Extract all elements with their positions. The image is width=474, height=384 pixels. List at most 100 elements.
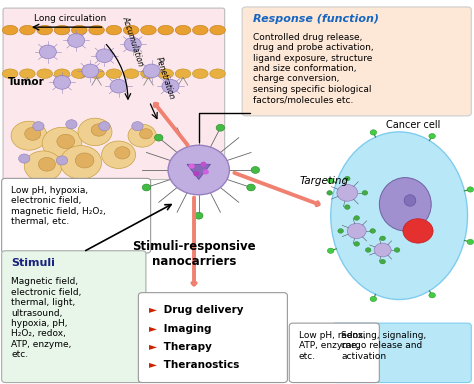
Text: Stimuli: Stimuli [11,258,55,268]
Circle shape [327,190,332,195]
Circle shape [201,162,206,166]
Circle shape [110,79,127,93]
Text: Theranostics: Theranostics [160,360,239,370]
FancyBboxPatch shape [1,179,151,253]
Ellipse shape [19,25,35,35]
Text: ►: ► [149,305,161,315]
Circle shape [99,122,110,131]
Ellipse shape [106,69,122,78]
Circle shape [380,259,385,264]
Text: Therapy: Therapy [160,342,212,352]
Circle shape [194,212,203,219]
Ellipse shape [404,195,416,206]
Circle shape [101,141,136,169]
Circle shape [57,134,75,149]
Ellipse shape [2,69,18,78]
Text: Stimuli-responsive
nanocarriers: Stimuli-responsive nanocarriers [132,240,256,268]
Ellipse shape [158,69,173,78]
Circle shape [403,219,433,243]
Circle shape [251,167,260,174]
Ellipse shape [158,25,173,35]
Circle shape [143,64,160,78]
FancyBboxPatch shape [242,7,471,116]
Text: Response (function): Response (function) [253,14,379,24]
Ellipse shape [175,69,191,78]
Circle shape [33,122,44,131]
Circle shape [354,216,359,220]
Circle shape [429,134,436,139]
Ellipse shape [175,25,191,35]
Circle shape [337,184,358,201]
Circle shape [216,124,225,131]
Circle shape [39,45,56,59]
Circle shape [11,121,47,150]
Text: Penetration: Penetration [154,55,176,100]
FancyBboxPatch shape [332,323,471,382]
Text: ►: ► [149,360,161,370]
Circle shape [128,124,156,147]
Circle shape [91,124,106,136]
Ellipse shape [141,69,156,78]
Circle shape [66,120,77,129]
Circle shape [142,184,151,191]
FancyBboxPatch shape [289,323,379,382]
Circle shape [362,190,368,195]
Circle shape [380,236,385,241]
Text: ►: ► [149,342,161,352]
Circle shape [194,172,199,176]
Ellipse shape [192,25,208,35]
Ellipse shape [2,25,18,35]
Circle shape [189,164,194,168]
Circle shape [18,154,30,163]
Circle shape [68,34,85,47]
Ellipse shape [72,69,87,78]
Ellipse shape [72,25,87,35]
Text: Low pH, redox,
ATP, enzyme,
etc.: Low pH, redox, ATP, enzyme, etc. [299,331,366,361]
Ellipse shape [89,69,104,78]
Circle shape [56,156,68,165]
Ellipse shape [379,178,431,231]
Circle shape [370,296,377,302]
Circle shape [115,147,130,159]
Circle shape [124,37,141,51]
Circle shape [132,122,143,131]
Ellipse shape [54,69,70,78]
Circle shape [38,157,55,171]
Circle shape [78,118,112,146]
Circle shape [54,76,71,89]
Circle shape [328,178,334,183]
Ellipse shape [37,25,53,35]
Text: Cancer cell: Cancer cell [386,120,440,130]
Text: Targeting: Targeting [299,176,348,186]
Circle shape [345,205,350,209]
Ellipse shape [331,132,467,300]
Ellipse shape [141,25,156,35]
Text: Drug delivery: Drug delivery [160,305,244,315]
Text: Long circulation: Long circulation [34,14,106,23]
Ellipse shape [54,25,70,35]
Circle shape [162,79,179,93]
Ellipse shape [106,25,122,35]
Text: Sensing, signaling,
cargo release and
activation: Sensing, signaling, cargo release and ac… [341,331,427,361]
Ellipse shape [19,69,35,78]
Circle shape [374,243,391,257]
Ellipse shape [210,69,225,78]
Circle shape [25,127,41,140]
Circle shape [60,146,101,179]
Ellipse shape [210,25,225,35]
Circle shape [82,64,99,78]
Circle shape [168,145,229,195]
Text: Low pH, hypoxia,
electronic field,
magnetic field, H₂O₂,
thermal, etc.: Low pH, hypoxia, electronic field, magne… [11,186,106,226]
Circle shape [429,293,436,298]
Text: ►: ► [149,323,161,333]
Polygon shape [187,164,210,179]
Circle shape [328,248,334,253]
FancyBboxPatch shape [3,8,225,179]
Circle shape [96,49,113,63]
Text: Accumulation: Accumulation [121,15,146,67]
FancyBboxPatch shape [138,293,287,382]
Ellipse shape [37,69,53,78]
Circle shape [338,228,344,233]
Ellipse shape [123,25,139,35]
Circle shape [365,248,371,252]
